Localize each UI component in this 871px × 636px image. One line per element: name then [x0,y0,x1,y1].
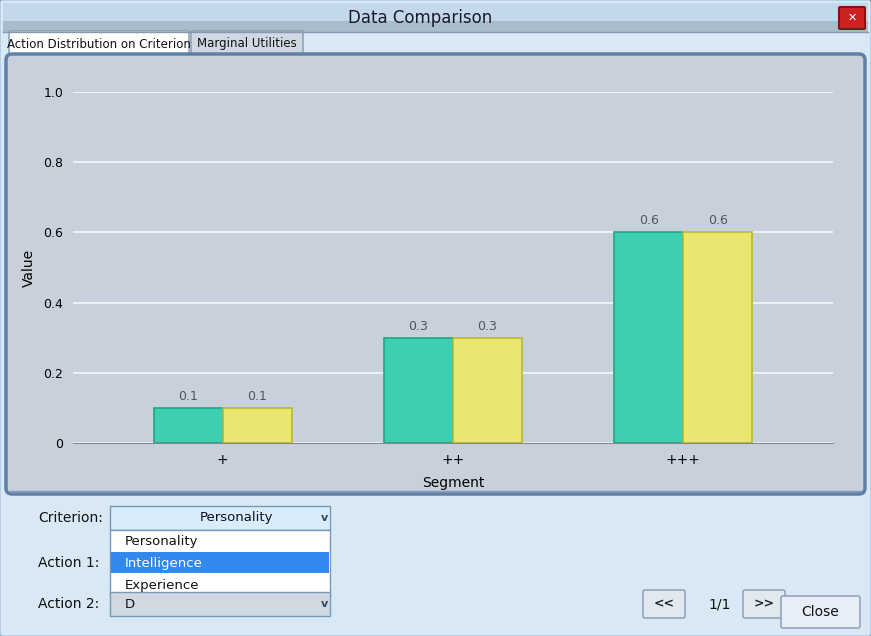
Text: Experience: Experience [125,579,199,591]
Text: 0.1: 0.1 [179,390,198,403]
FancyBboxPatch shape [6,54,865,494]
Text: Action Distribution on Criterion: Action Distribution on Criterion [7,38,191,50]
Bar [153,408,223,443]
FancyBboxPatch shape [110,506,330,530]
Text: >>: >> [753,597,774,611]
Text: 0.6: 0.6 [638,214,658,227]
FancyBboxPatch shape [643,590,685,618]
Text: Data Comparison: Data Comparison [348,9,492,27]
FancyBboxPatch shape [9,31,189,57]
Text: 0.3: 0.3 [477,320,497,333]
Text: Marginal Utilities: Marginal Utilities [197,38,297,50]
Text: Action 1:: Action 1: [38,556,99,570]
FancyBboxPatch shape [743,590,785,618]
Text: 1/1: 1/1 [709,597,731,611]
X-axis label: Segment: Segment [422,476,484,490]
FancyBboxPatch shape [110,592,330,616]
Text: <<: << [653,597,674,611]
Text: v: v [321,599,327,609]
Text: 0.6: 0.6 [708,214,727,227]
Bar [110,530,330,596]
Bar [614,233,683,443]
FancyBboxPatch shape [839,7,865,29]
Bar [384,338,453,443]
Bar [683,233,753,443]
Text: D: D [125,597,135,611]
Bar [111,552,329,573]
Y-axis label: Value: Value [23,249,37,287]
Text: Personality: Personality [125,534,199,548]
FancyBboxPatch shape [781,596,860,628]
Text: ✕: ✕ [847,13,857,23]
Text: 0.1: 0.1 [247,390,267,403]
Text: Criterion:: Criterion: [38,511,103,525]
Text: Action 2:: Action 2: [38,597,99,611]
Bar [223,408,292,443]
Bar [3,3,868,32]
Text: v: v [321,513,327,523]
Text: Close: Close [801,605,839,619]
Text: Intelligence: Intelligence [125,556,203,569]
Bar [453,338,522,443]
Text: 0.3: 0.3 [408,320,429,333]
FancyBboxPatch shape [191,31,303,57]
Bar [3,3,868,21]
Text: Personality: Personality [200,511,273,525]
